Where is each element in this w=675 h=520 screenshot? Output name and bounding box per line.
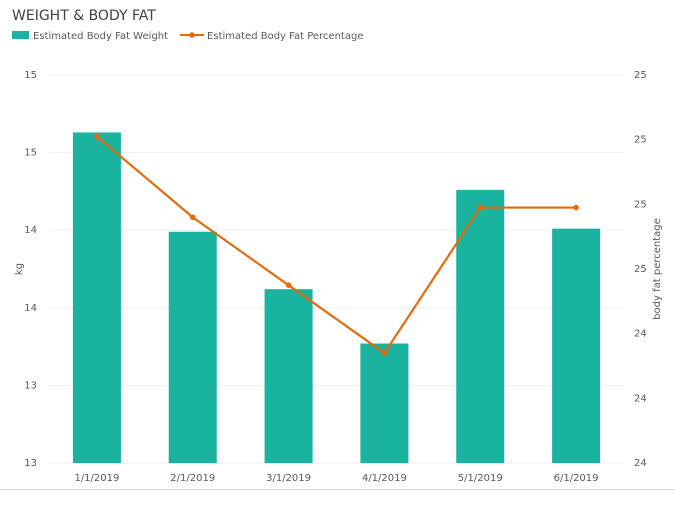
y2-tick-label: 24 xyxy=(634,393,647,404)
line-point xyxy=(573,204,579,211)
y-tick-label: 14 xyxy=(24,303,37,314)
chart-title: WEIGHT & BODY FAT xyxy=(12,8,156,24)
y2-tick-label: 24 xyxy=(634,458,647,469)
y2-tick-label: 24 xyxy=(634,329,647,340)
line-point xyxy=(381,350,388,356)
bar xyxy=(72,132,121,463)
y-tick-label: 14 xyxy=(24,225,37,236)
y2-axis-title: body fat percentage xyxy=(652,218,663,320)
bar xyxy=(360,343,409,463)
y2-tick-label: 25 xyxy=(634,264,647,275)
bar xyxy=(552,228,601,463)
legend-label: Estimated Body Fat Percentage xyxy=(207,31,363,42)
y-tick-label: 15 xyxy=(24,70,37,81)
line-point xyxy=(189,214,196,221)
line-point xyxy=(477,204,484,211)
y-tick-label: 13 xyxy=(24,458,37,469)
y2-tick-label: 25 xyxy=(634,135,647,146)
y-tick-label: 15 xyxy=(24,148,37,159)
x-tick-label: 1/1/2019 xyxy=(74,473,119,484)
x-tick-label: 6/1/2019 xyxy=(554,473,599,484)
bar xyxy=(456,189,505,463)
x-tick-label: 4/1/2019 xyxy=(362,473,407,484)
y2-tick-label: 25 xyxy=(634,70,647,81)
legend-swatch xyxy=(189,32,195,38)
bar xyxy=(168,231,217,463)
x-tick-label: 2/1/2019 xyxy=(170,473,215,484)
y-axis-title: kg xyxy=(14,263,25,275)
line-point xyxy=(94,133,100,140)
y2-tick-label: 25 xyxy=(634,199,647,210)
y-tick-label: 13 xyxy=(24,380,37,391)
legend-label: Estimated Body Fat Weight xyxy=(33,31,168,42)
line xyxy=(96,135,577,355)
line-point xyxy=(285,282,292,288)
x-tick-label: 3/1/2019 xyxy=(266,473,311,484)
legend-swatch xyxy=(12,31,29,39)
bar xyxy=(264,289,313,463)
x-tick-label: 5/1/2019 xyxy=(458,473,503,484)
